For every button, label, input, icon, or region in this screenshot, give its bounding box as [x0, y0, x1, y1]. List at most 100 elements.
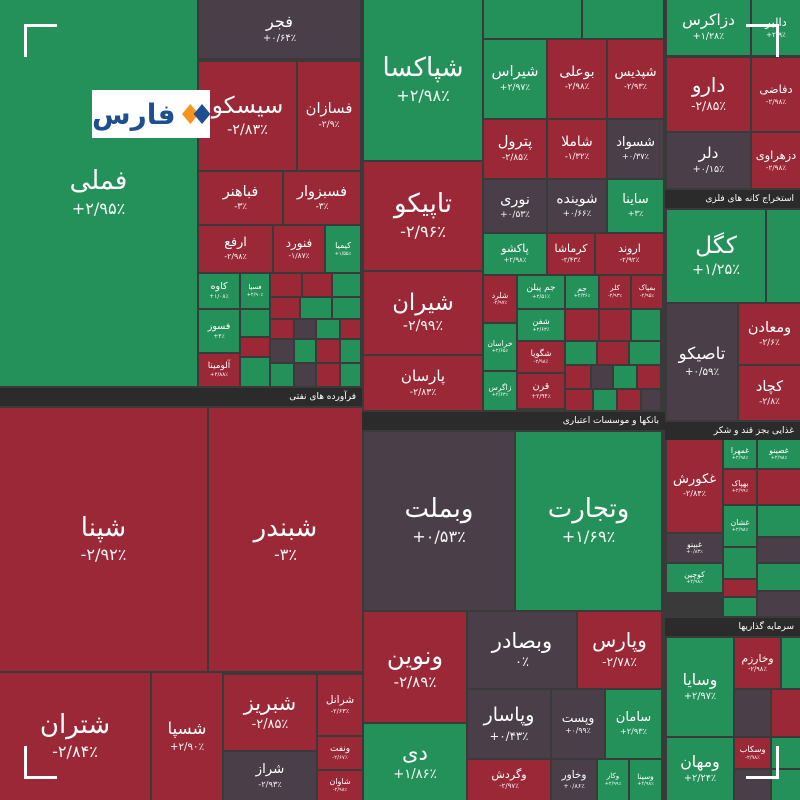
- tile: شپنا -۲/۹۲٪: [0, 408, 207, 671]
- tile: شبریز -۲/۸۵٪: [224, 675, 316, 750]
- tile-change: +۲/۹۴٪: [531, 393, 551, 400]
- tile-name: فنورد: [285, 236, 313, 251]
- tile-name: وپاسار: [483, 703, 535, 726]
- tile: [724, 548, 756, 578]
- tile-name: فباهنر: [222, 183, 259, 200]
- tile-change: +۲/۹٪: [766, 29, 786, 39]
- tile-name: شراز: [255, 761, 285, 777]
- tile: نوری +۰/۵۳٪: [484, 180, 546, 232]
- tile-name: شپاکسا: [382, 53, 464, 84]
- tile: ساینا +۳٪: [608, 180, 663, 232]
- tile-change: -۲/۹۸٪: [765, 162, 787, 172]
- tile-name: بهپاک: [731, 478, 749, 488]
- tile-change: -۲/۹۸٪: [765, 96, 787, 106]
- tile-name: دزهراوی: [755, 148, 797, 163]
- tile-name: پترول: [497, 133, 533, 151]
- tile: [758, 506, 800, 536]
- tile-name: وسینا: [637, 771, 654, 781]
- tile: [772, 690, 800, 736]
- tile-name: ساینا: [622, 192, 649, 208]
- tile-change: +۲/۹۸٪: [503, 256, 527, 265]
- tile-change: +۳٪: [627, 208, 644, 219]
- tile: [566, 390, 592, 410]
- tile-change: -۲/۹۸٪: [332, 787, 348, 794]
- tile-change: +۰/۳۷٪: [622, 151, 649, 162]
- sector-label: فرآورده های نفتی: [0, 388, 362, 406]
- sector-label: استخراج کانه های فلزی: [665, 190, 800, 208]
- tile-name: وتجارت: [547, 494, 630, 525]
- tile-change: -۱/۸۷٪: [288, 251, 310, 261]
- tile: [303, 274, 331, 296]
- tile: ومعادن -۲/۶٪: [739, 304, 800, 364]
- corner: [746, 746, 779, 779]
- tile-change: -۲/۸۳٪: [409, 386, 437, 398]
- tile: خراسان +۲/۶۵٪: [484, 324, 516, 370]
- tile: [724, 598, 756, 616]
- tile-name: شتران: [39, 709, 111, 740]
- tile-change: +۳٪: [213, 333, 225, 340]
- tile-change: +۰/۸۶٪: [563, 781, 585, 790]
- tile: شسپا +۲/۹۰٪: [152, 673, 222, 800]
- tile: [735, 770, 770, 800]
- tile-change: +۲/۸۸٪: [209, 371, 229, 378]
- logo-text: فارس: [92, 97, 176, 131]
- tile-change: -۲/۹۷٪: [499, 782, 519, 791]
- tile: بمپاک -۲/۹۵٪: [632, 276, 662, 308]
- tile-name: شاوان: [329, 776, 351, 786]
- tile: دی +۱/۸۶٪: [364, 724, 466, 800]
- tile-change: -۲/۹۸٪: [745, 754, 760, 761]
- tile-name: غبینو: [686, 539, 703, 549]
- tile: وسکاب -۲/۹۸٪: [735, 738, 770, 768]
- tile-name: وپست: [561, 710, 595, 725]
- tile: غبینو +۰/۸۳٪: [667, 534, 722, 562]
- tile: سامان +۲/۹۳٪: [606, 690, 661, 758]
- tile-name: فسوز: [207, 320, 231, 332]
- tile-name: پارسان: [400, 367, 446, 386]
- tile: [301, 298, 331, 318]
- tile-name: ومعادن: [747, 319, 792, 336]
- tile-change: -۲/۹۲٪: [619, 256, 640, 265]
- tile-change: -۲/۹۷٪: [492, 300, 508, 307]
- tile-name: تاپیکو: [393, 189, 453, 220]
- tile-change: -۲/۶۳٪: [330, 706, 350, 715]
- tile: وسایا +۲/۹۷٪: [667, 638, 733, 736]
- tile-change: +۲/۹۸٪: [770, 455, 788, 462]
- tile-change: +۲/۳۶٪: [573, 293, 591, 300]
- tile-change: -۲/۸۵٪: [501, 152, 529, 163]
- tile: [333, 298, 360, 318]
- sector-label: سرمایه گذاریها: [665, 618, 800, 636]
- tile-change: +۰/۵۳٪: [412, 526, 466, 546]
- tile-change: +۲/۹۰٪: [169, 740, 205, 753]
- tile: وخارزم -۲/۹۸٪: [735, 638, 780, 688]
- tile: [341, 364, 360, 386]
- tile-name: کگل: [695, 231, 737, 260]
- tile-change: -۳٪: [234, 201, 247, 212]
- tile-change: +۲/۹۸٪: [731, 455, 749, 462]
- tile: شوینده +۰/۶۶٪: [548, 180, 606, 232]
- tile-change: +۰/۴۳٪: [489, 728, 529, 743]
- tile-change: +۲/۲۴٪: [683, 773, 717, 784]
- tile: [241, 310, 269, 336]
- tile: [333, 274, 360, 296]
- tile: [758, 592, 800, 616]
- tile-change: +۲/۹۳٪: [620, 726, 647, 737]
- tile-name: غصینو: [769, 445, 789, 455]
- tile: وکار +۲/۹۹٪: [598, 760, 628, 800]
- corner: [24, 746, 57, 779]
- tile-name: آلومینا: [207, 360, 231, 371]
- tile-change: +۲/۶۳٪: [491, 392, 509, 399]
- tile-change: -۲/۸۴٪: [682, 488, 707, 499]
- tile: شبندر -۳٪: [209, 408, 362, 671]
- tile-change: +۲/۹۹٪: [604, 780, 622, 787]
- tile-change: -۲/۸۵٪: [691, 99, 726, 114]
- tile: غصینو +۲/۹۸٪: [758, 440, 800, 468]
- tile: شراز -۲/۹۳٪: [224, 752, 316, 800]
- tile: [767, 210, 800, 302]
- tile: [758, 564, 800, 590]
- tile-name: فسپا: [248, 283, 262, 292]
- tile-name: شیران: [392, 289, 454, 316]
- tile-name: ومهان: [680, 752, 720, 772]
- tile: [642, 390, 660, 410]
- tile-name: شبندر: [253, 512, 318, 543]
- tile: وگردش -۲/۹۷٪: [468, 760, 550, 800]
